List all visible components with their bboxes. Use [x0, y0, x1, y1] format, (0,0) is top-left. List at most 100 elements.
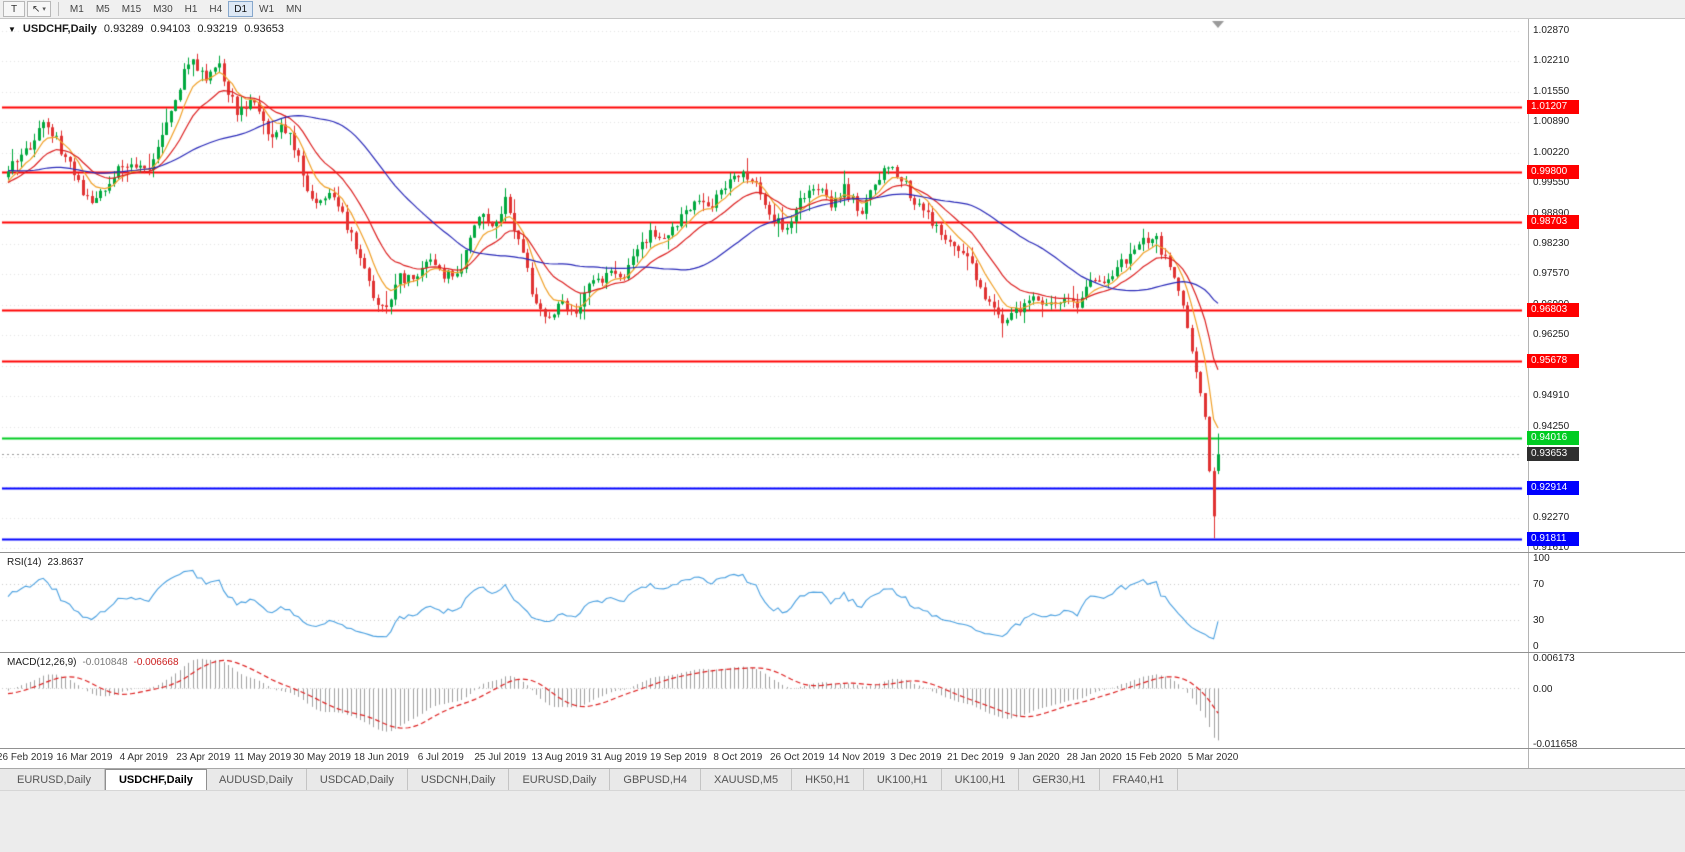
- rsi-indicator-header: RSI(14) 23.8637: [7, 557, 84, 568]
- price-axis-label[interactable]: 0.98230: [1533, 238, 1570, 250]
- price-axis-label[interactable]: 0.94910: [1533, 390, 1570, 402]
- rsi-axis-label: 30: [1533, 614, 1545, 626]
- timeframe-button-group: M1 M5 M15 M30 H1 H4 D1 W1 MN: [64, 1, 308, 17]
- chart-tab[interactable]: USDCAD,Daily: [307, 769, 408, 790]
- time-axis-border: [0, 748, 1685, 749]
- timeframe-button-d1[interactable]: D1: [228, 1, 254, 17]
- rsi-axis-label: 100: [1533, 553, 1550, 564]
- toolbar: T ↖ ▾ M1 M5 M15 M30 H1 H4 D1 W1 MN: [0, 0, 1685, 19]
- chart-tab[interactable]: XAUUSD,M5: [701, 769, 793, 790]
- chart-menu-arrow-icon[interactable]: ▼: [8, 24, 16, 34]
- panel-divider[interactable]: [0, 552, 1685, 553]
- price-axis-label[interactable]: 1.02870: [1533, 25, 1570, 36]
- price-axis-label[interactable]: 1.01550: [1533, 85, 1570, 97]
- price-line-label: 1.01207: [1527, 100, 1579, 115]
- time-axis-label[interactable]: 9 Jan 2020: [1010, 752, 1060, 763]
- ohlc-open: 0.93289: [103, 23, 144, 35]
- time-axis-label[interactable]: 26 Feb 2019: [0, 752, 54, 763]
- price-line-label: 0.94016: [1527, 430, 1579, 445]
- time-axis-label[interactable]: 14 Nov 2019: [828, 752, 885, 763]
- price-axis-label[interactable]: 0.98890: [1533, 207, 1570, 219]
- time-axis-label[interactable]: 21 Dec 2019: [947, 752, 1004, 763]
- price-line-label: 0.98703: [1527, 215, 1579, 230]
- chart-tabs: EURUSD,Daily USDCHF,Daily AUDUSD,Daily USDC…: [4, 769, 1178, 790]
- price-axis-label[interactable]: 1.00220: [1533, 146, 1570, 158]
- price-axis-label[interactable]: 0.94250: [1533, 420, 1570, 432]
- macd-axis-label: 0.006173: [1533, 653, 1575, 664]
- timeframe-button-mn[interactable]: MN: [280, 1, 308, 17]
- price-axis-label[interactable]: 0.97570: [1533, 268, 1570, 280]
- time-axis-label[interactable]: 19 Sep 2019: [650, 752, 707, 763]
- chart-tab[interactable]: HK50,H1: [792, 769, 864, 790]
- chart-tab[interactable]: UK100,H1: [864, 769, 942, 790]
- rsi-axis-label: 70: [1533, 579, 1545, 591]
- price-axis-label[interactable]: 1.02210: [1533, 55, 1570, 67]
- time-axis-label[interactable]: 5 Mar 2020: [1187, 752, 1239, 763]
- macd-indicator-header: MACD(12,26,9) -0.010848 -0.006668: [7, 657, 179, 668]
- time-axis-label[interactable]: 8 Oct 2019: [713, 752, 763, 763]
- chevron-down-icon: ▾: [42, 6, 46, 13]
- time-axis-label[interactable]: 28 Jan 2020: [1066, 752, 1122, 763]
- timeframe-button-w1[interactable]: W1: [253, 1, 280, 17]
- rsi-value: 23.8637: [47, 557, 84, 568]
- ohlc-close: 0.93653: [244, 23, 284, 35]
- price-line-label: 0.92914: [1527, 481, 1579, 496]
- macd-main-value: -0.010848: [82, 657, 128, 668]
- text-tool-button[interactable]: T: [3, 1, 25, 17]
- chart-tab[interactable]: USDCHF,Daily: [104, 769, 207, 790]
- time-axis-label[interactable]: 30 May 2019: [293, 752, 351, 763]
- time-axis-label[interactable]: 31 Aug 2019: [590, 752, 648, 763]
- timeframe-button-m15[interactable]: M15: [116, 1, 147, 17]
- rsi-axis-label: 0: [1533, 641, 1539, 652]
- price-line-label: 0.95678: [1527, 354, 1579, 369]
- cursor-tool-button[interactable]: ↖ ▾: [27, 1, 51, 17]
- price-axis-label[interactable]: 0.91610: [1533, 542, 1570, 553]
- time-axis-label[interactable]: 11 May 2019: [234, 752, 292, 763]
- price-axis-border: [1528, 19, 1529, 768]
- current-price-label: 0.93653: [1527, 447, 1579, 462]
- timeframe-button-m5[interactable]: M5: [90, 1, 116, 17]
- timeframe-button-m1[interactable]: M1: [64, 1, 90, 17]
- chart-tabs-bar: EURUSD,Daily USDCHF,Daily AUDUSD,Daily USDC…: [0, 768, 1685, 790]
- chart-tab[interactable]: GBPUSD,H4: [610, 769, 701, 790]
- time-axis-label[interactable]: 3 Dec 2019: [890, 752, 942, 763]
- chart-tab[interactable]: GER30,H1: [1019, 769, 1100, 790]
- chart-symbol-label: USDCHF,Daily: [22, 23, 97, 35]
- ohlc-high: 0.94103: [150, 23, 191, 35]
- chart-title: ▼ USDCHF,Daily 0.93289 0.94103 0.93219 0…: [8, 23, 284, 35]
- time-axis-label[interactable]: 15 Feb 2020: [1125, 752, 1182, 763]
- price-axis-label[interactable]: 0.92270: [1533, 511, 1570, 523]
- time-axis-label[interactable]: 4 Apr 2019: [119, 752, 168, 763]
- chart-tab[interactable]: EURUSD,Daily: [4, 769, 105, 790]
- time-axis-label[interactable]: 16 Mar 2019: [56, 752, 113, 763]
- timeframe-button-h4[interactable]: H4: [203, 1, 228, 17]
- chart-tab[interactable]: AUDUSD,Daily: [206, 769, 307, 790]
- footer-area: [0, 790, 1685, 852]
- cursor-icon: ↖: [32, 3, 41, 15]
- panel-divider[interactable]: [0, 652, 1685, 653]
- timeframe-button-m30[interactable]: M30: [147, 1, 178, 17]
- macd-axis-label: 0.00: [1533, 683, 1553, 695]
- chart-tab[interactable]: USDCNH,Daily: [408, 769, 510, 790]
- price-line-label: 0.96803: [1527, 302, 1579, 317]
- chart-tab[interactable]: FRA40,H1: [1100, 769, 1178, 790]
- time-axis-label[interactable]: 6 Jul 2019: [417, 752, 464, 763]
- time-axis-label[interactable]: 25 Jul 2019: [474, 752, 527, 763]
- chart-tab[interactable]: EURUSD,Daily: [509, 769, 611, 790]
- toolbar-separator: [57, 2, 59, 16]
- time-axis-label[interactable]: 23 Apr 2019: [176, 752, 231, 763]
- ohlc-low: 0.93219: [197, 23, 238, 35]
- time-axis-label[interactable]: 26 Oct 2019: [769, 752, 825, 763]
- price-axis-label[interactable]: 0.99550: [1533, 177, 1570, 189]
- chart-tab[interactable]: UK100,H1: [942, 769, 1020, 790]
- price-axis-label[interactable]: 0.96250: [1533, 328, 1570, 340]
- time-axis-label[interactable]: 18 Jun 2019: [353, 752, 409, 763]
- timeframe-button-h1[interactable]: H1: [179, 1, 204, 17]
- price-line-label: 0.91811: [1527, 531, 1579, 546]
- macd-signal-value: -0.006668: [133, 657, 179, 668]
- time-axis-label[interactable]: 13 Aug 2019: [531, 752, 588, 763]
- price-axis-label[interactable]: 1.00890: [1533, 115, 1570, 127]
- macd-name: MACD(12,26,9): [7, 657, 77, 668]
